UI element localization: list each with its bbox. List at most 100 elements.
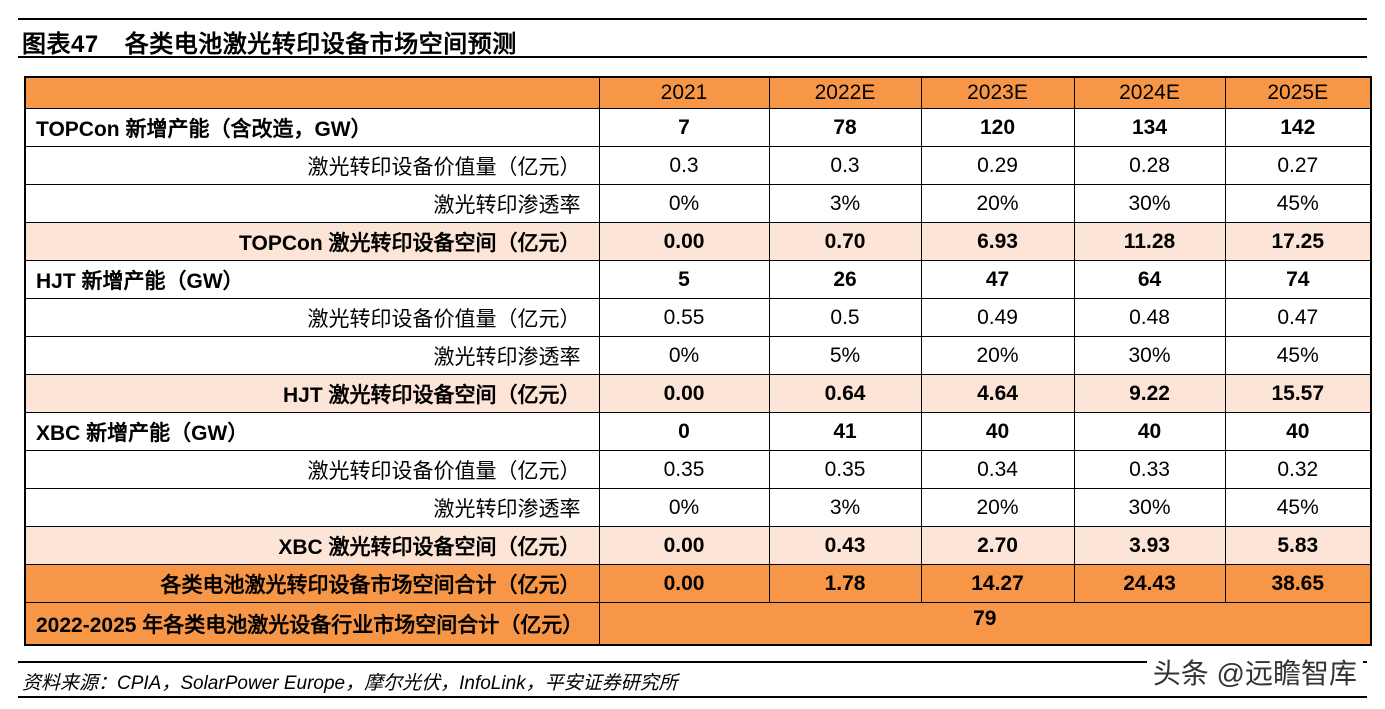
row-label: 各类电池激光转印设备市场空间合计（亿元）: [24, 564, 600, 603]
row-label: HJT 新增产能（GW）: [24, 260, 600, 299]
cell-value: 0.49: [920, 298, 1075, 337]
row-label: 激光转印设备价值量（亿元）: [24, 146, 600, 185]
cell-value: 14.27: [920, 564, 1075, 603]
col-header: 2022E: [768, 76, 922, 109]
cell-value: 9.22: [1073, 374, 1226, 413]
cell-value: 40: [1073, 412, 1226, 451]
row-label: TOPCon 激光转印设备空间（亿元）: [24, 222, 600, 261]
cell-value: 0%: [598, 336, 770, 375]
cell-value: 78: [768, 108, 922, 147]
table-row: HJT 新增产能（GW） 5 26 47 64 74: [24, 260, 1372, 299]
cell-value: 0: [598, 412, 770, 451]
footer-rule: [18, 661, 1367, 663]
cell-value: 20%: [920, 488, 1075, 527]
cell-value: 0.43: [768, 526, 922, 565]
watermark: 头条 @远瞻智库: [1146, 652, 1363, 692]
row-label: XBC 激光转印设备空间（亿元）: [24, 526, 600, 565]
row-label: XBC 新增产能（GW）: [24, 412, 600, 451]
table-row: TOPCon 激光转印设备空间（亿元） 0.00 0.70 6.93 11.28 17.2…: [24, 222, 1372, 261]
cell-value: 74: [1224, 260, 1372, 299]
table-row: XBC 激光转印设备空间（亿元） 0.00 0.43 2.70 3.93 5.83: [24, 526, 1372, 565]
header-blank: [24, 76, 600, 109]
cell-value: 7: [598, 108, 770, 147]
table-row: TOPCon 新增产能（含改造，GW） 7 78 120 134 142: [24, 108, 1372, 147]
row-label: 激光转印渗透率: [24, 184, 600, 223]
source-note: 资料来源：CPIA，SolarPower Europe，摩尔光伏，InfoLin…: [22, 673, 678, 694]
cell-value: 0.64: [768, 374, 922, 413]
cell-value: 30%: [1073, 488, 1226, 527]
cell-value: 0%: [598, 184, 770, 223]
table-row: 激光转印渗透率 0% 3% 20% 30% 45%: [24, 488, 1372, 527]
cell-value: 0.3: [598, 146, 770, 185]
cell-value: 5.83: [1224, 526, 1372, 565]
col-header: 2025E: [1224, 76, 1372, 109]
cell-value: 0.32: [1224, 450, 1372, 489]
cell-value: 142: [1224, 108, 1372, 147]
cell-value: 30%: [1073, 336, 1226, 375]
table-row: 激光转印渗透率 0% 5% 20% 30% 45%: [24, 336, 1372, 375]
col-header: 2021: [598, 76, 770, 109]
col-header: 2024E: [1073, 76, 1226, 109]
grand-total-value: 79: [598, 602, 1372, 646]
cell-value: 0.35: [598, 450, 770, 489]
cell-value: 0.34: [920, 450, 1075, 489]
table-row: 激光转印设备价值量（亿元） 0.3 0.3 0.29 0.28 0.27: [24, 146, 1372, 185]
cell-value: 0.5: [768, 298, 922, 337]
cell-value: 17.25: [1224, 222, 1372, 261]
table-row: 激光转印设备价值量（亿元） 0.55 0.5 0.49 0.48 0.47: [24, 298, 1372, 337]
table-row: 激光转印设备价值量（亿元） 0.35 0.35 0.34 0.33 0.32: [24, 450, 1372, 489]
cell-value: 5: [598, 260, 770, 299]
cell-value: 2.70: [920, 526, 1075, 565]
cell-value: 4.64: [920, 374, 1075, 413]
title-rule: [18, 56, 1367, 58]
cell-value: 134: [1073, 108, 1226, 147]
table-row: 各类电池激光转印设备市场空间合计（亿元） 0.00 1.78 14.27 24.43 38…: [24, 564, 1372, 603]
top-rule: [18, 18, 1367, 20]
cell-value: 15.57: [1224, 374, 1372, 413]
grand-total-label: 2022-2025 年各类电池激光设备行业市场空间合计（亿元）: [24, 602, 600, 646]
cell-value: 0%: [598, 488, 770, 527]
cell-value: 0.3: [768, 146, 922, 185]
cell-value: 0.00: [598, 222, 770, 261]
header-row: 2021 2022E 2023E 2024E 2025E: [24, 76, 1372, 109]
cell-value: 120: [920, 108, 1075, 147]
table-row: XBC 新增产能（GW） 0 41 40 40 40: [24, 412, 1372, 451]
cell-value: 0.00: [598, 526, 770, 565]
grand-total-row: 2022-2025 年各类电池激光设备行业市场空间合计（亿元） 79: [24, 602, 1372, 646]
cell-value: 3%: [768, 488, 922, 527]
col-header: 2023E: [920, 76, 1075, 109]
cell-value: 20%: [920, 336, 1075, 375]
cell-value: 45%: [1224, 488, 1372, 527]
cell-value: 0.55: [598, 298, 770, 337]
cell-value: 0.70: [768, 222, 922, 261]
row-label: TOPCon 新增产能（含改造，GW）: [24, 108, 600, 147]
cell-value: 0.00: [598, 564, 770, 603]
cell-value: 0.48: [1073, 298, 1226, 337]
figure-title: 图表47 各类电池激光转印设备市场空间预测: [22, 24, 517, 59]
cell-value: 3.93: [1073, 526, 1226, 565]
cell-value: 40: [1224, 412, 1372, 451]
table-row: 激光转印渗透率 0% 3% 20% 30% 45%: [24, 184, 1372, 223]
cell-value: 0.27: [1224, 146, 1372, 185]
cell-value: 11.28: [1073, 222, 1226, 261]
cell-value: 3%: [768, 184, 922, 223]
cell-value: 38.65: [1224, 564, 1372, 603]
cell-value: 30%: [1073, 184, 1226, 223]
cell-value: 45%: [1224, 336, 1372, 375]
cell-value: 20%: [920, 184, 1075, 223]
figure-number: 图表47: [22, 31, 99, 58]
row-label: HJT 激光转印设备空间（亿元）: [24, 374, 600, 413]
cell-value: 26: [768, 260, 922, 299]
cell-value: 24.43: [1073, 564, 1226, 603]
cell-value: 47: [920, 260, 1075, 299]
row-label: 激光转印设备价值量（亿元）: [24, 450, 600, 489]
cell-value: 1.78: [768, 564, 922, 603]
forecast-table: 2021 2022E 2023E 2024E 2025E TOPCon 新增产能…: [24, 76, 1372, 646]
cell-value: 40: [920, 412, 1075, 451]
cell-value: 5%: [768, 336, 922, 375]
cell-value: 0.35: [768, 450, 922, 489]
figure-caption: 各类电池激光转印设备市场空间预测: [124, 31, 517, 58]
cell-value: 64: [1073, 260, 1226, 299]
row-label: 激光转印渗透率: [24, 336, 600, 375]
cell-value: 0.00: [598, 374, 770, 413]
